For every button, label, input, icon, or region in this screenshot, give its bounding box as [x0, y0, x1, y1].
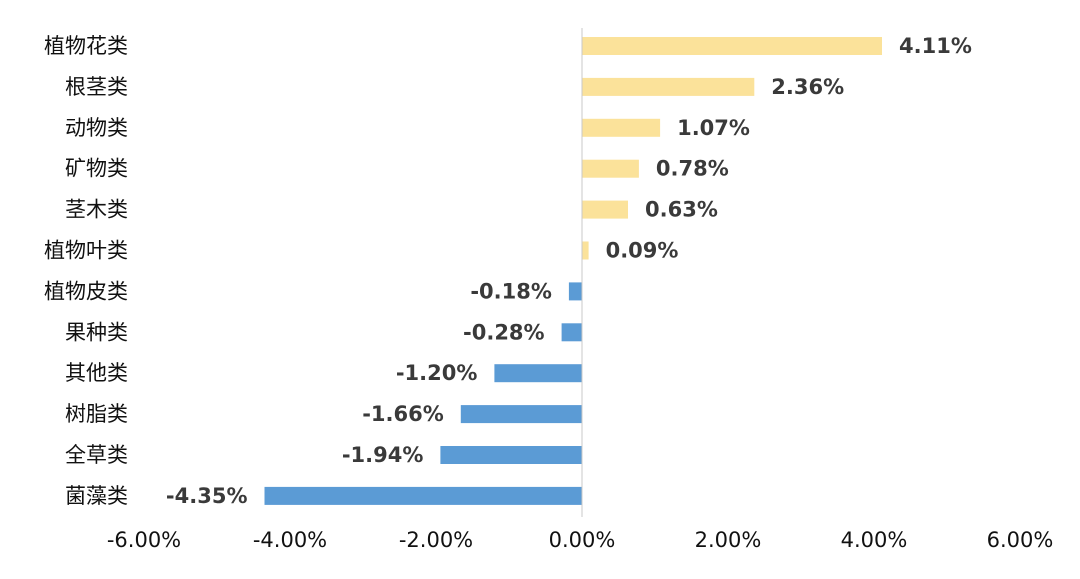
value-label: 0.78% [656, 157, 729, 181]
x-tick-label: 0.00% [549, 528, 616, 552]
value-label: 2.36% [771, 75, 844, 99]
category-label: 树脂类 [65, 402, 128, 426]
bar-其他类 [494, 364, 582, 383]
x-tick-label: 6.00% [987, 528, 1054, 552]
bar-树脂类 [460, 405, 582, 424]
category-label: 植物皮类 [44, 279, 128, 303]
value-label: -1.20% [396, 361, 478, 385]
x-tick-label: 2.00% [695, 528, 762, 552]
value-label: 4.11% [899, 34, 972, 58]
bar-植物叶类 [582, 241, 589, 260]
value-label: -4.35% [166, 484, 248, 508]
category-label: 植物花类 [44, 34, 128, 58]
value-label: 1.07% [677, 116, 750, 140]
bar-植物皮类 [568, 282, 582, 301]
bars-layer [264, 37, 882, 505]
bar-根茎类 [582, 77, 755, 96]
value-label: 0.09% [606, 239, 679, 263]
bar-全草类 [440, 446, 582, 464]
category-label: 其他类 [65, 361, 128, 385]
value-label: 0.63% [645, 198, 718, 222]
x-tick-label: -2.00% [399, 528, 473, 552]
bar-茎木类 [582, 200, 628, 219]
x-tick-label: -4.00% [253, 528, 327, 552]
bar-植物花类 [582, 37, 882, 55]
category-label: 植物叶类 [44, 239, 128, 263]
x-tick-label: 4.00% [841, 528, 908, 552]
bar-动物类 [582, 118, 661, 137]
value-label: -0.18% [470, 279, 552, 303]
category-label: 根茎类 [65, 75, 128, 99]
labels-layer: 植物花类 4.11% 根茎类 2.36% 动物类 1.07% 矿物类 0.78% 茎木类 0.63… [44, 34, 972, 508]
category-label: 全草类 [65, 443, 128, 467]
value-label: -1.94% [342, 443, 424, 467]
bar-矿物类 [582, 159, 639, 178]
category-label: 动物类 [65, 116, 128, 140]
bar-菌藻类 [264, 486, 582, 505]
axis-layer: -6.00% -4.00% -2.00% 0.00% 2.00% 4.00% 6.00% [107, 28, 1054, 552]
category-label: 矿物类 [65, 157, 128, 181]
category-label: 果种类 [65, 320, 128, 344]
bar-果种类 [561, 323, 582, 342]
value-label: -0.28% [463, 320, 545, 344]
category-label: 菌藻类 [65, 484, 128, 508]
value-label: -1.66% [362, 402, 444, 426]
x-tick-label: -6.00% [107, 528, 181, 552]
category-label: 茎木类 [65, 198, 128, 222]
